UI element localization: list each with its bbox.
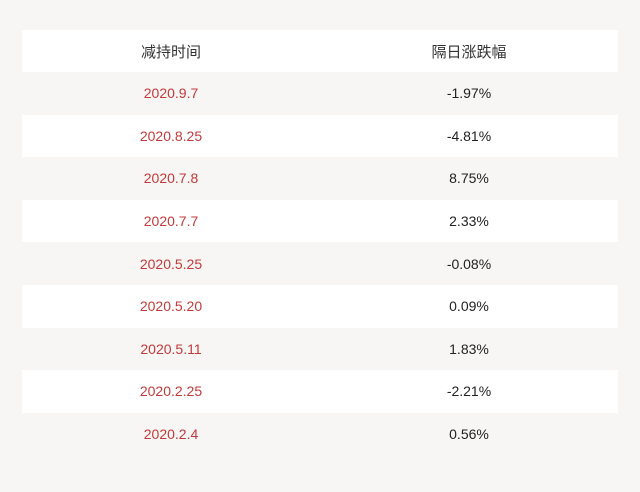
table-row: 2020.9.7 -1.97% <box>22 72 618 115</box>
table-row: 2020.2.25 -2.21% <box>22 370 618 413</box>
change-cell: -0.08% <box>446 255 492 272</box>
change-cell: -4.81% <box>446 127 492 144</box>
header-next-day-change: 隔日涨跌幅 <box>431 43 507 61</box>
table-row: 2020.7.7 2.33% <box>22 199 618 243</box>
date-cell: 2020.5.25 <box>139 255 203 272</box>
change-cell: -2.21% <box>446 383 492 400</box>
header-reduction-date: 减持时间 <box>140 43 201 61</box>
change-cell: 0.09% <box>449 298 489 315</box>
table-header-row: 减持时间 隔日涨跌幅 <box>22 30 618 72</box>
date-cell: 2020.7.7 <box>143 213 199 230</box>
change-cell: 1.83% <box>449 340 489 357</box>
table-row: 2020.5.20 0.09% <box>22 284 618 328</box>
table-row: 2020.8.25 -4.81% <box>22 114 618 158</box>
change-cell: -1.97% <box>446 85 492 102</box>
table-row: 2020.5.25 -0.08% <box>22 242 618 285</box>
date-cell: 2020.5.11 <box>140 340 202 357</box>
change-cell: 0.56% <box>449 426 489 443</box>
date-cell: 2020.7.8 <box>143 170 199 187</box>
date-cell: 2020.2.4 <box>143 426 199 443</box>
change-cell: 2.33% <box>449 213 489 230</box>
date-cell: 2020.9.7 <box>143 85 199 102</box>
date-cell: 2020.8.25 <box>139 127 203 144</box>
reduction-table: 减持时间 隔日涨跌幅 2020.9.7 -1.97% 2020.8.25 -4.… <box>22 30 618 456</box>
date-cell: 2020.5.20 <box>139 298 203 315</box>
table-row: 2020.5.11 1.83% <box>22 327 618 371</box>
table-row: 2020.2.4 0.56% <box>22 412 618 456</box>
table-row: 2020.7.8 8.75% <box>22 157 618 200</box>
change-cell: 8.75% <box>449 170 489 187</box>
date-cell: 2020.2.25 <box>139 383 203 400</box>
